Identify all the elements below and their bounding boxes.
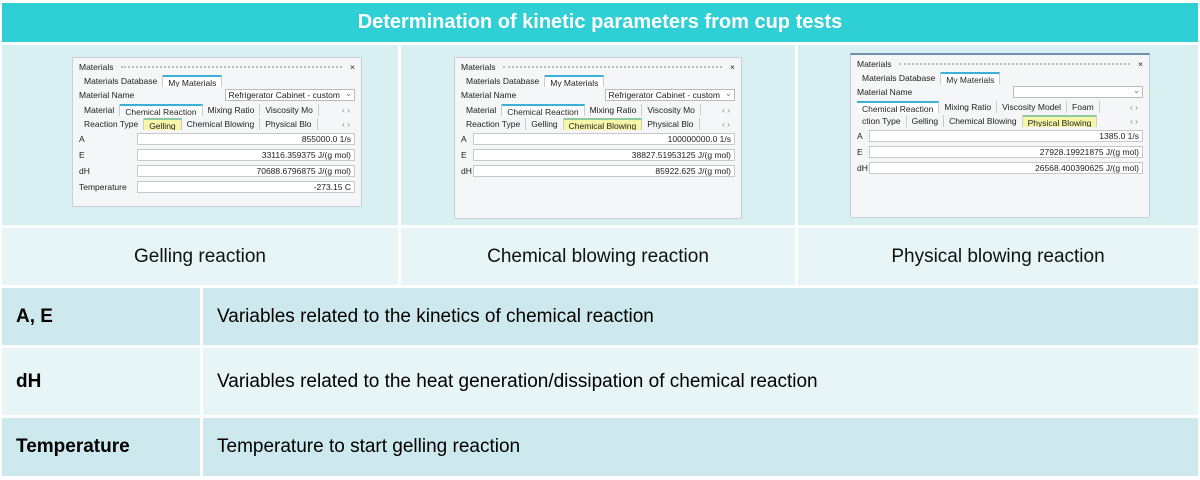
- tab-viscosity-mo[interactable]: Viscosity Mo: [642, 104, 701, 116]
- field-input[interactable]: 38827.51953125 J/(g mol): [473, 149, 735, 161]
- tab-scroll-arrows-icon[interactable]: ‹ ›: [341, 105, 350, 115]
- field-input[interactable]: 85922.625 J/(g mol): [473, 165, 735, 177]
- field-input[interactable]: -273.15 C: [137, 181, 355, 193]
- field-input[interactable]: 27928.19921875 J/(g mol): [869, 146, 1143, 158]
- tab-my-materials[interactable]: My Materials: [163, 75, 223, 87]
- tab-mixing-ratio[interactable]: Mixing Ratio: [939, 101, 998, 113]
- tab-materials-database[interactable]: Materials Database: [79, 75, 164, 87]
- tab-viscosity-mo[interactable]: Viscosity Mo: [260, 104, 319, 116]
- tab-mixing-ratio[interactable]: Mixing Ratio: [585, 104, 643, 116]
- field-input[interactable]: 33116.359375 J/(g mol): [137, 149, 355, 161]
- tab-my-materials[interactable]: My Materials: [941, 72, 1001, 84]
- subtab-physical-blowing[interactable]: Physical Blowing: [1022, 115, 1098, 127]
- field-label: dH: [857, 163, 868, 173]
- field-input[interactable]: 100000000.0 1/s: [473, 133, 735, 145]
- material-name-label: Material Name: [79, 90, 135, 100]
- material-name-select[interactable]: Refrigerator Cabinet - custom: [224, 88, 355, 101]
- subtab-ction-type[interactable]: ction Type: [857, 115, 907, 127]
- field-label: A: [857, 131, 863, 141]
- field-input[interactable]: 1385.0 1/s: [869, 130, 1143, 142]
- tab-scroll-arrows-icon[interactable]: ‹ ›: [1129, 102, 1138, 112]
- subtab-physical-blo[interactable]: Physical Blo: [642, 118, 700, 130]
- row-key: A, E: [2, 288, 200, 345]
- materials-panel: Materials × Materials Database My Material…: [454, 57, 742, 219]
- panel-title: Materials: [461, 62, 496, 72]
- field-label: dH: [79, 166, 90, 176]
- table-row: Temperature Temperature to start gelling…: [2, 418, 1198, 476]
- close-icon[interactable]: ×: [1138, 59, 1143, 69]
- subtab-scroll-arrows-icon[interactable]: ‹ ›: [721, 119, 730, 129]
- caption-gelling: Gelling reaction: [2, 228, 398, 285]
- tab-scroll-arrows-icon[interactable]: ‹ ›: [721, 105, 730, 115]
- tab-chemical-reaction[interactable]: Chemical Reaction: [120, 104, 203, 116]
- field-label: A: [79, 134, 85, 144]
- material-name-select[interactable]: [1013, 85, 1143, 98]
- field-label: Temperature: [79, 182, 127, 192]
- tab-chemical-reaction[interactable]: Chemical Reaction: [502, 104, 585, 116]
- material-name-label: Material Name: [857, 87, 913, 97]
- material-name-label: Material Name: [461, 90, 517, 100]
- subtab-scroll-arrows-icon[interactable]: ‹ ›: [1129, 116, 1138, 126]
- field-label: E: [461, 150, 467, 160]
- field-input[interactable]: 26568.400390625 J/(g mol): [869, 162, 1143, 174]
- close-icon[interactable]: ×: [350, 62, 355, 72]
- tab-my-materials[interactable]: My Materials: [545, 75, 605, 87]
- materials-panel: Materials × Materials Database My Material…: [850, 53, 1150, 218]
- subtab-scroll-arrows-icon[interactable]: ‹ ›: [341, 119, 350, 129]
- subtab-chemical-blowing[interactable]: Chemical Blowing: [944, 115, 1023, 127]
- materials-panel: Materials × Materials Database My Material…: [72, 57, 362, 207]
- close-icon[interactable]: ×: [730, 62, 735, 72]
- drag-handle[interactable]: [899, 63, 1131, 65]
- subtab-reaction-type[interactable]: Reaction Type: [461, 118, 527, 130]
- field-label: E: [79, 150, 85, 160]
- tab-viscosity-model[interactable]: Viscosity Model: [997, 101, 1068, 113]
- tab-material[interactable]: Material: [79, 104, 121, 116]
- panel-title: Materials: [79, 62, 114, 72]
- subtab-gelling[interactable]: Gelling: [526, 118, 564, 130]
- row-description: Variables related to the kinetics of che…: [203, 288, 1198, 345]
- tab-material[interactable]: Material: [461, 104, 503, 116]
- field-input[interactable]: 70688.6796875 J/(g mol): [137, 165, 355, 177]
- subtab-gelling[interactable]: Gelling: [907, 115, 945, 127]
- subtab-gelling[interactable]: Gelling: [144, 118, 182, 130]
- subtab-chemical-blowing[interactable]: Chemical Blowing: [563, 118, 643, 130]
- drag-handle[interactable]: [503, 66, 723, 68]
- row-description: Variables related to the heat generation…: [203, 348, 1198, 415]
- drag-handle[interactable]: [121, 66, 343, 68]
- field-label: E: [857, 147, 863, 157]
- tab-materials-database[interactable]: Materials Database: [461, 75, 546, 87]
- tab-foam[interactable]: Foam: [1067, 101, 1100, 113]
- page-title: Determination of kinetic parameters from…: [2, 3, 1198, 42]
- field-label: A: [461, 134, 467, 144]
- subtab-reaction-type[interactable]: Reaction Type: [79, 118, 145, 130]
- caption-physical-blowing: Physical blowing reaction: [798, 228, 1198, 285]
- tab-mixing-ratio[interactable]: Mixing Ratio: [203, 104, 261, 116]
- caption-chemical-blowing: Chemical blowing reaction: [401, 228, 795, 285]
- tab-chemical-reaction[interactable]: Chemical Reaction: [857, 101, 940, 113]
- field-input[interactable]: 855000.0 1/s: [137, 133, 355, 145]
- field-label: dH: [461, 166, 472, 176]
- table-row: A, E Variables related to the kinetics o…: [2, 288, 1198, 345]
- row-description: Temperature to start gelling reaction: [203, 418, 1198, 476]
- subtab-physical-blo[interactable]: Physical Blo: [260, 118, 318, 130]
- table-row: dH Variables related to the heat generat…: [2, 348, 1198, 415]
- tab-materials-database[interactable]: Materials Database: [857, 72, 942, 84]
- subtab-chemical-blowing[interactable]: Chemical Blowing: [182, 118, 261, 130]
- material-name-select[interactable]: Refrigerator Cabinet - custom: [604, 88, 735, 101]
- row-key: dH: [2, 348, 200, 415]
- row-key: Temperature: [2, 418, 200, 476]
- panel-title: Materials: [857, 59, 892, 69]
